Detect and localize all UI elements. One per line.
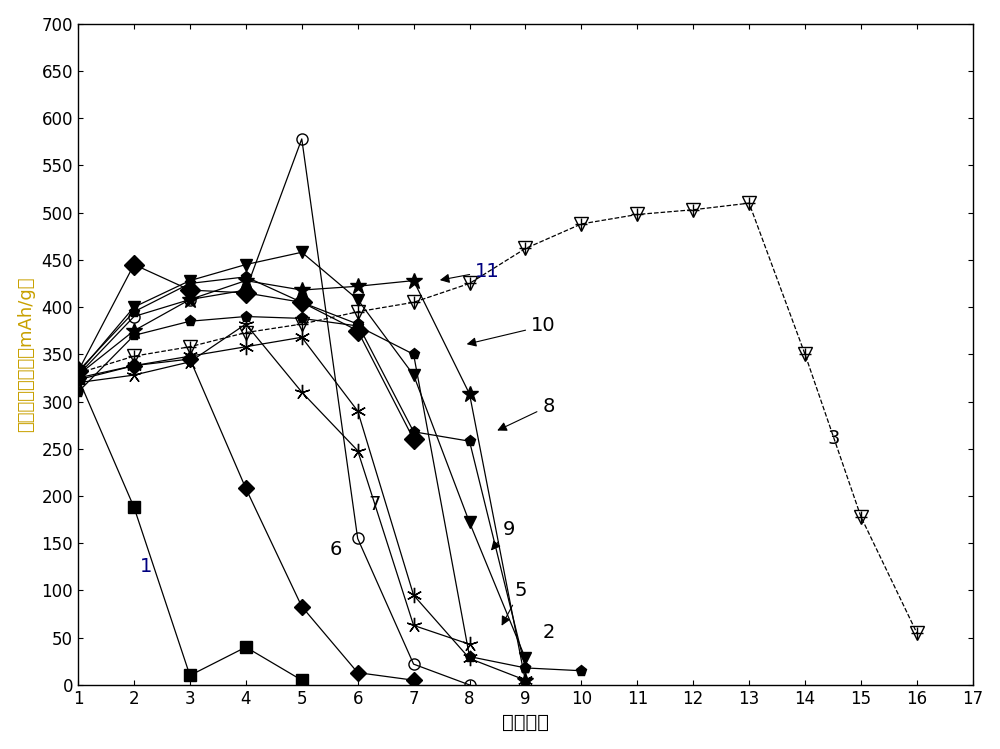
Text: 8: 8 xyxy=(498,397,555,430)
Text: 2: 2 xyxy=(542,622,555,642)
Y-axis label: 正极材料比容量（mAh/g）: 正极材料比容量（mAh/g） xyxy=(17,276,35,432)
Text: 7: 7 xyxy=(369,495,381,514)
Text: 10: 10 xyxy=(468,316,556,346)
Text: 11: 11 xyxy=(441,261,500,282)
Text: 3: 3 xyxy=(827,429,840,448)
Text: 1: 1 xyxy=(140,557,152,575)
Text: 9: 9 xyxy=(492,520,515,550)
Text: 5: 5 xyxy=(502,581,527,625)
X-axis label: 循环次数: 循环次数 xyxy=(502,713,549,733)
Text: 6: 6 xyxy=(330,539,342,559)
